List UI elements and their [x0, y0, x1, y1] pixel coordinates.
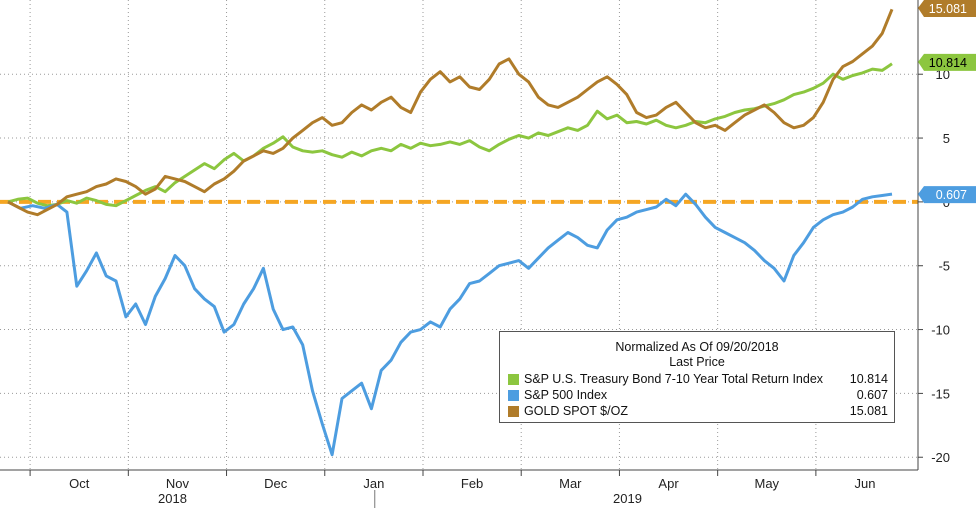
- legend-label-gold: GOLD SPOT $/OZ: [524, 404, 628, 418]
- last-value-tag-sp500-shape: [918, 186, 976, 204]
- last-value-tag-treasury: 10.814: [918, 53, 976, 71]
- series-line-gold: [7, 8, 894, 217]
- last-value-text-treasury: 10.814: [929, 56, 967, 70]
- legend-item-treasury: S&P U.S. Treasury Bond 7-10 Year Total R…: [508, 372, 888, 387]
- x-axis: Oct Nov Dec Jan Feb Mar Apr May Jun: [0, 469, 918, 508]
- x-tick-label: Dec: [264, 476, 288, 491]
- legend-swatch-treasury: [508, 374, 519, 385]
- y-tick-label: -15: [931, 386, 950, 401]
- x-tick-label: Jun: [855, 476, 876, 491]
- last-value-tag-treasury-shape: [918, 53, 976, 71]
- legend-value-sp500: 0.607: [856, 388, 888, 402]
- x-tick-label: May: [754, 476, 779, 491]
- y-tick-label: 5: [943, 131, 950, 146]
- x-tick-label: Jan: [363, 476, 384, 491]
- x-tick-label: Feb: [461, 476, 483, 491]
- year-label-2019: 2019: [613, 491, 642, 506]
- legend-label-treasury: S&P U.S. Treasury Bond 7-10 Year Total R…: [524, 372, 824, 386]
- legend-value-gold: 15.081: [849, 404, 888, 418]
- legend-item-sp500: S&P 500 Index 0.607: [508, 388, 888, 403]
- series-line-sp500: [7, 192, 893, 457]
- y-tick-label: -20: [931, 450, 950, 465]
- last-value-tags: 10.814 0.607 15.081: [918, 0, 976, 204]
- y-tick-label: -5: [938, 259, 950, 274]
- legend-swatch-gold: [508, 406, 519, 417]
- x-tick-label: Mar: [559, 476, 582, 491]
- legend-label-sp500: S&P 500 Index: [524, 388, 608, 402]
- last-value-text-gold: 15.081: [929, 2, 967, 16]
- y-tick-label: 10: [936, 67, 950, 82]
- series-lines: [7, 8, 894, 457]
- legend-title: Normalized As Of 09/20/2018: [615, 340, 779, 354]
- x-tick-label: Apr: [658, 476, 679, 491]
- x-tick-label: Nov: [166, 476, 190, 491]
- year-label-2018: 2018: [158, 491, 187, 506]
- legend-value-treasury: 10.814: [849, 372, 888, 386]
- x-tick-label: Oct: [69, 476, 90, 491]
- legend-swatch-sp500: [508, 390, 519, 401]
- last-value-text-sp500: 0.607: [936, 188, 967, 202]
- legend-item-gold: GOLD SPOT $/OZ 15.081: [508, 404, 888, 419]
- legend: Normalized As Of 09/20/2018 Last Price S…: [499, 331, 895, 423]
- y-tick-label: -10: [931, 323, 950, 338]
- last-value-tag-gold: 15.081: [918, 0, 976, 17]
- legend-subtitle: Last Price: [669, 355, 725, 369]
- series-line-treasury: [7, 62, 893, 208]
- last-value-tag-gold-shape: [918, 0, 976, 17]
- last-value-tag-sp500: 0.607: [918, 186, 976, 204]
